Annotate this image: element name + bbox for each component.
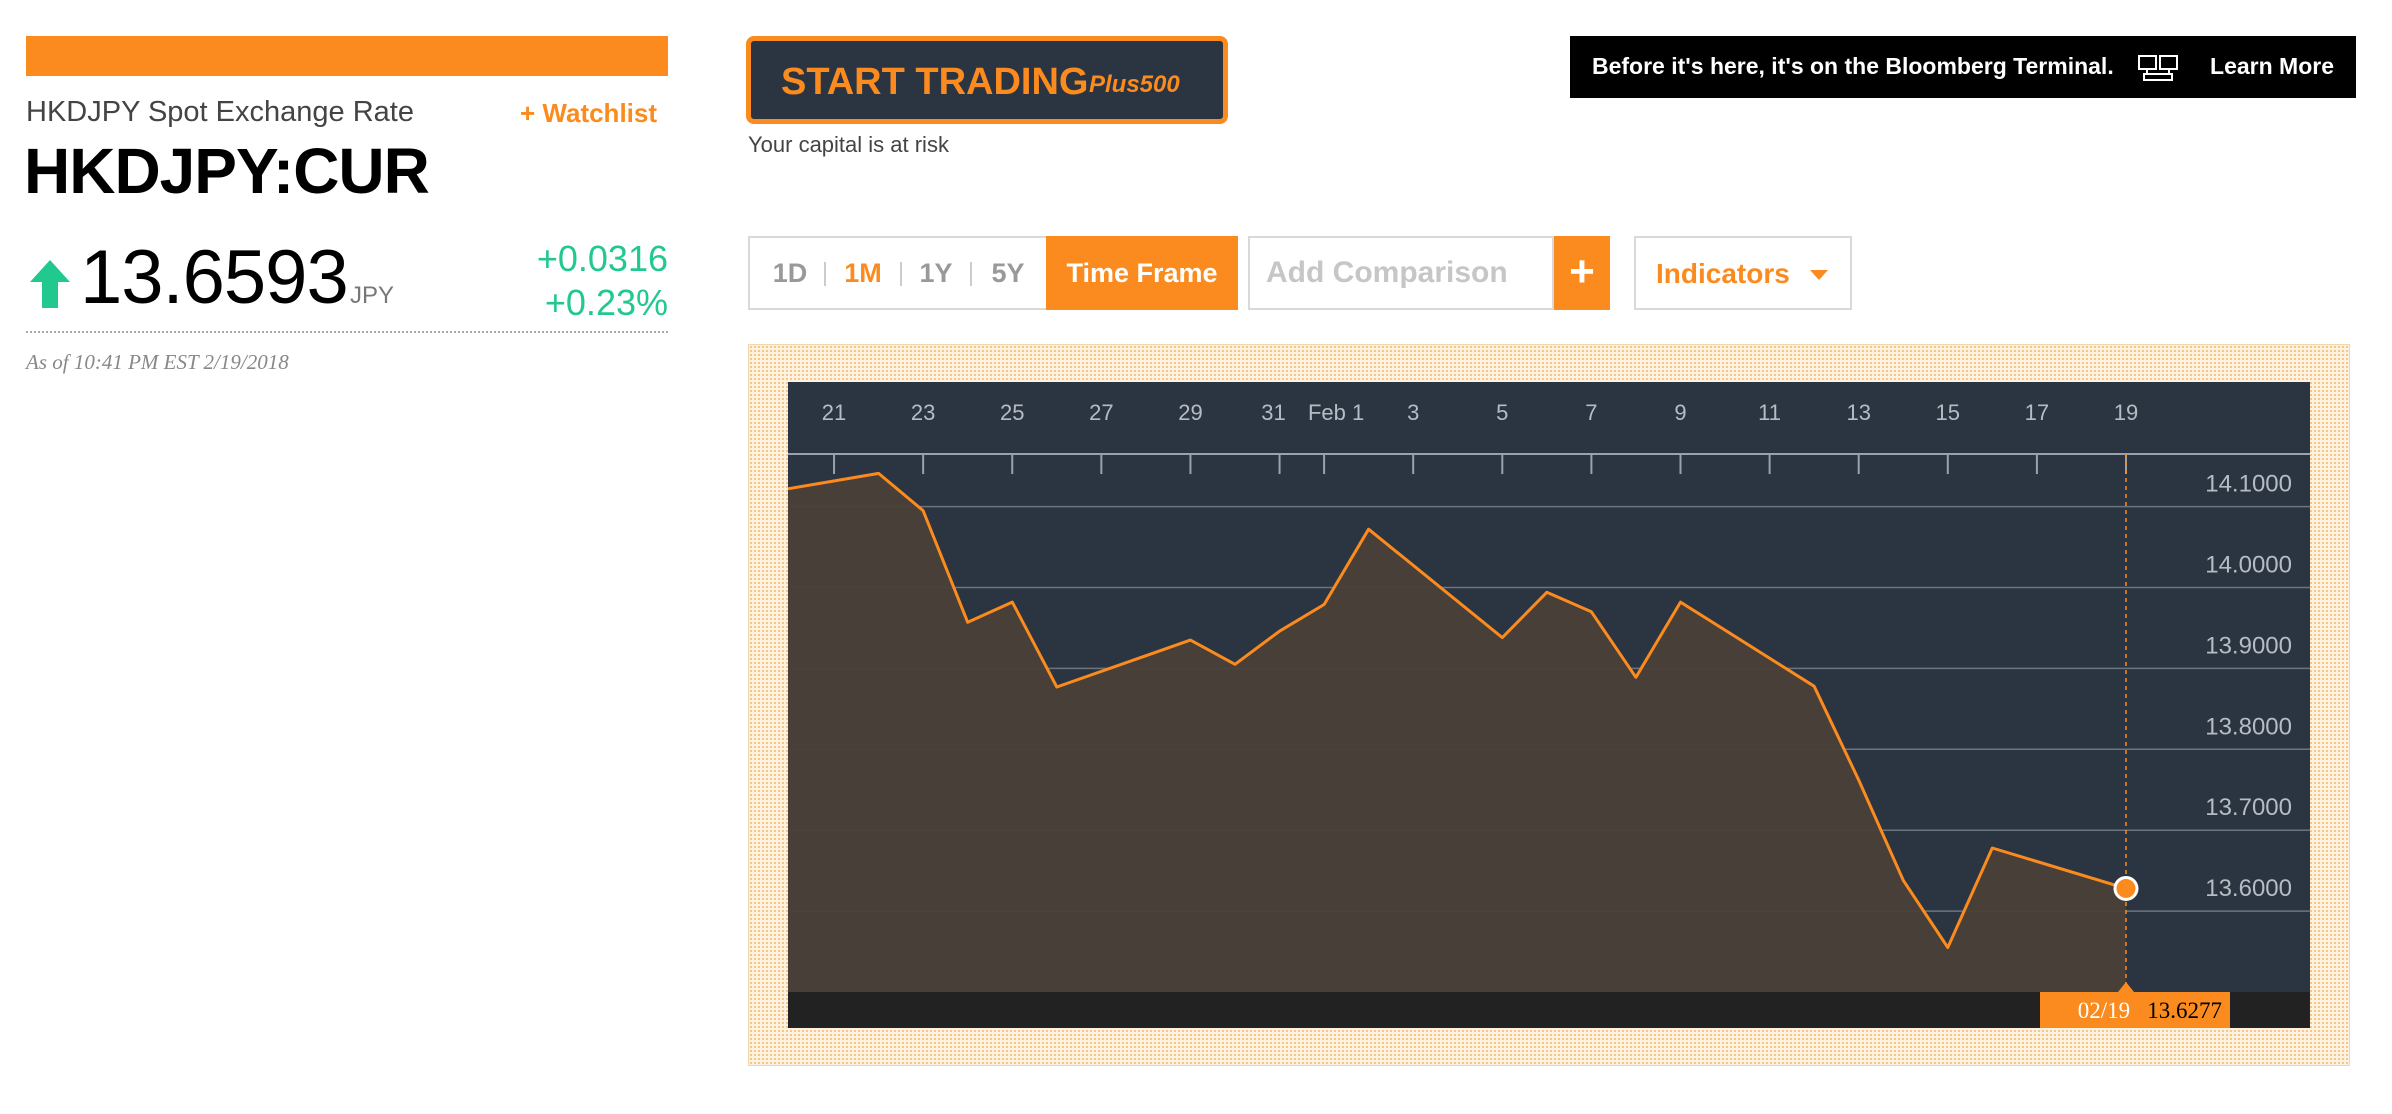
x-tick-label: 29 [1178,400,1202,425]
ticker-symbol: HKDJPY:CUR [24,135,430,207]
brand-accent-bar [26,36,668,76]
range-separator [900,262,902,286]
y-tick-label: 13.9000 [2205,632,2292,659]
x-tick-label: 7 [1585,400,1597,425]
terminal-promo-text: Before it's here, it's on the Bloomberg … [1592,53,2114,79]
x-tick-label: 21 [822,400,846,425]
x-tick-label: 19 [2114,400,2138,425]
crosshair-point [2113,875,2139,901]
range-button-5y[interactable]: 5Y [991,258,1025,288]
start-trading-label: START TRADING [781,61,1089,103]
terminal-icon [2138,55,2178,81]
x-tick-label: 15 [1936,400,1960,425]
x-tick-label: 13 [1846,400,1870,425]
start-trading-ad-button[interactable]: START TRADING Plus500 [746,36,1228,124]
crosshair-readout-box [2040,992,2230,1028]
x-tick-label: 27 [1089,400,1113,425]
time-frame-button[interactable]: Time Frame [1046,236,1238,310]
y-tick-label: 13.6000 [2205,875,2292,902]
security-name: HKDJPY Spot Exchange Rate [26,96,414,128]
terminal-promo-banner[interactable]: Before it's here, it's on the Bloomberg … [1570,36,2356,98]
add-to-watchlist-link[interactable]: + Watchlist [520,98,658,128]
x-tick-label: 9 [1674,400,1686,425]
range-separator [824,262,826,286]
broker-logo: Plus500 [1089,71,1180,98]
y-tick-label: 14.0000 [2205,551,2292,578]
add-comparison-input[interactable] [1248,236,1554,310]
risk-disclaimer: Your capital is at risk [748,132,949,157]
crosshair-value-label: 13.6277 [2147,998,2222,1023]
learn-more-link: Learn More [2210,53,2334,79]
chevron-down-icon [1810,270,1828,280]
indicators-label: Indicators [1656,258,1790,289]
add-comparison-button[interactable]: + [1554,236,1610,310]
indicators-dropdown[interactable]: Indicators [1634,236,1852,310]
range-button-1d[interactable]: 1D [772,258,808,288]
price-currency: JPY [350,282,395,309]
up-arrow-icon [30,260,70,308]
quote-divider [26,331,668,333]
crosshair-date-label: 02/19 [2078,998,2130,1023]
x-tick-label: Feb 1 [1308,400,1364,425]
series-area-fill [788,473,2126,992]
range-button-1y[interactable]: 1Y [919,258,953,288]
x-tick-label: 23 [911,400,935,425]
x-tick-label: 11 [1758,400,1781,425]
price-change-percent: +0.23% [544,282,668,323]
x-tick-label: 17 [2025,400,2049,425]
price-change-absolute: +0.0316 [536,238,668,279]
range-separator [970,262,972,286]
price-chart[interactable]: 14.1000 14.0000 13.9000 13.8000 13.7000 13.60… [788,382,2310,1028]
x-tick-label: 31 [1261,400,1285,425]
x-tick-label: 5 [1496,400,1508,425]
crosshair-pointer [2118,982,2134,992]
y-tick-label: 14.1000 [2205,471,2292,498]
y-tick-label: 13.7000 [2205,794,2292,821]
x-tick-label: 3 [1407,400,1419,425]
x-tick-label: 25 [1000,400,1024,425]
range-button-1m[interactable]: 1M [844,258,882,288]
series-line [788,471,2127,949]
as-of-timestamp: As of 10:41 PM EST 2/19/2018 [26,350,289,374]
y-tick-label: 13.8000 [2205,713,2292,740]
last-price: 13.6593 [80,235,349,320]
